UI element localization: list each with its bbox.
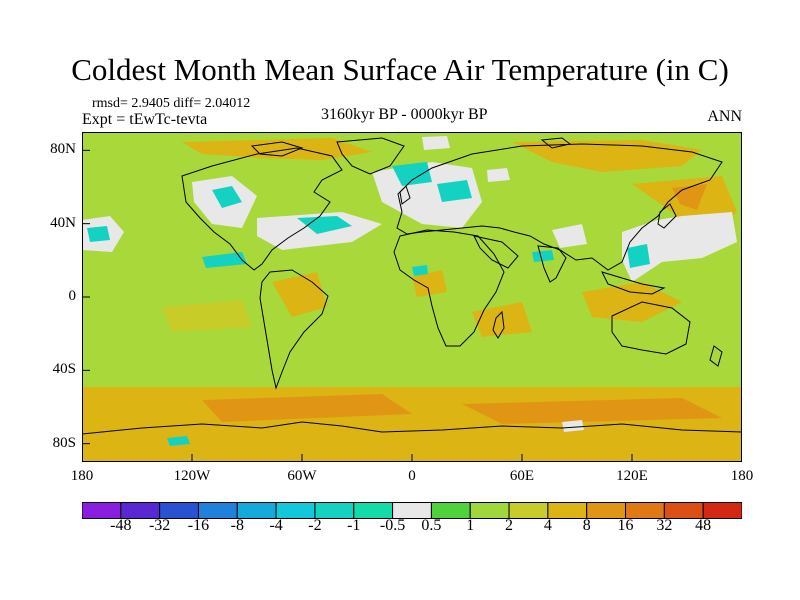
colorbar-label: 0.5: [421, 517, 442, 534]
colorbar-label: -0.5: [379, 517, 406, 534]
colorbar-label: 2: [505, 517, 514, 534]
coastline-south-america: [259, 269, 329, 390]
orange-patch: [202, 394, 412, 422]
lon-tick-label: 0: [408, 468, 416, 484]
lat-tick-label: 0: [68, 288, 77, 304]
colorbar-label: 16: [617, 517, 634, 534]
coastline-se-asia-islands: [601, 271, 666, 295]
coastline-north-america: [181, 147, 343, 271]
white-patch: [422, 136, 450, 150]
temperature-map: [82, 132, 742, 462]
coastline-new-zealand: [709, 345, 723, 367]
lon-tick-label: 180: [70, 468, 94, 484]
colorbar: [82, 502, 742, 519]
coastline-africa: [393, 229, 505, 347]
cyan-patch: [297, 216, 352, 234]
colorbar-label: -2: [308, 517, 322, 534]
colorbar-label: -4: [269, 517, 283, 534]
cyan-patch: [412, 265, 428, 276]
cyan-patch: [202, 252, 247, 268]
coastline-arabia: [473, 235, 519, 269]
rmsd-text: rmsd= 2.9405 diff= 2.04012: [92, 96, 251, 111]
orange-patch: [412, 270, 447, 297]
map-panel: [82, 132, 742, 462]
coastline-madagascar: [492, 310, 505, 339]
colorbar-label: -48: [110, 517, 132, 534]
cyan-patch: [87, 226, 110, 242]
lon-tick-label: 60W: [287, 468, 317, 484]
period-text: 3160kyr BP - 0000kyr BP: [321, 106, 488, 123]
colorbar-label: 48: [695, 517, 712, 534]
coastline-antarctica: [82, 421, 742, 435]
season-text: ANN: [707, 108, 742, 125]
colorbar-label: -16: [187, 517, 210, 534]
lat-tick-label: 40S: [52, 361, 76, 378]
cool-patches: [82, 136, 737, 446]
lon-tick-label: 120E: [616, 468, 648, 484]
colorbar-label: -1: [347, 517, 361, 534]
cyan-patch: [532, 250, 554, 262]
coastline-australia: [611, 301, 691, 355]
lat-tick-label: 80N: [50, 141, 76, 158]
colorbar-label: 8: [582, 517, 591, 534]
coastline-arctic-islands: [250, 141, 304, 157]
lat-tick-label: 40N: [50, 214, 76, 231]
cyan-patch: [627, 244, 650, 268]
experiment-text: Expt = tEwTc-tevta: [82, 111, 208, 128]
white-patch: [487, 168, 510, 182]
coastline-arctic-islands: [540, 137, 572, 149]
chart-title: Coldest Month Mean Surface Air Temperatu…: [71, 52, 729, 87]
orange-patch: [162, 300, 252, 332]
orange-patch: [472, 302, 532, 337]
lon-tick-label: 120W: [173, 468, 211, 484]
anomaly-patches: [82, 138, 742, 462]
coastline-uk: [399, 185, 411, 205]
lon-tick-label: 60E: [509, 468, 535, 484]
cyan-patch: [437, 180, 472, 202]
lat-tick-label: 80S: [52, 434, 76, 451]
colorbar-label: 32: [656, 517, 673, 534]
colorbar-label: -32: [148, 517, 171, 534]
coastline-greenland: [336, 137, 405, 175]
cyan-patch: [212, 186, 242, 208]
coastline-japan: [657, 203, 677, 229]
cyan-patch: [167, 436, 190, 446]
white-patch: [562, 420, 584, 432]
cyan-patch: [392, 162, 432, 186]
orange-patch: [82, 432, 742, 462]
colorbar-label: 4: [543, 517, 552, 534]
white-patch: [552, 224, 587, 248]
white-patch: [622, 212, 737, 282]
coastlines: [82, 137, 742, 435]
coastline-india: [537, 245, 567, 283]
axis-ticks: [82, 149, 742, 462]
orange-patch: [462, 398, 722, 424]
lon-tick-label: 180: [730, 468, 754, 484]
colorbar-label: 1: [466, 517, 475, 534]
coastline-eurasia: [396, 143, 723, 271]
colorbar-label: -8: [230, 517, 244, 534]
